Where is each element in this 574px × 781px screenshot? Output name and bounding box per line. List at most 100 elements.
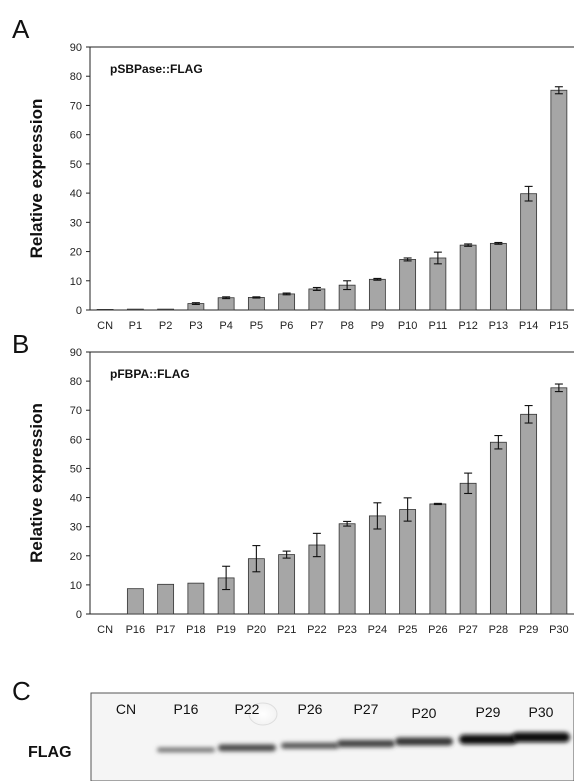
x-tick-label: P14 [519, 320, 539, 332]
blot-band [395, 737, 453, 746]
x-tick-label: P8 [340, 320, 353, 332]
x-tick-label: CN [97, 320, 113, 332]
panel-b-letter: B [12, 329, 29, 359]
x-tick-label: P19 [216, 624, 236, 636]
bar [126, 588, 144, 615]
bar [520, 193, 538, 311]
bar [217, 297, 235, 311]
x-tick-label: P1 [129, 320, 142, 332]
x-tick-label: P29 [519, 624, 539, 636]
bar [550, 387, 568, 615]
western-blot: CN P16 P22 P26 P27 P20 P29 P30 FLAG [28, 692, 574, 781]
x-tick-label: P2 [159, 320, 172, 332]
bar [550, 89, 568, 311]
y-tick-label: 60 [70, 434, 82, 446]
y-tick-label: 70 [70, 405, 82, 417]
x-tick-label: P11 [428, 320, 447, 332]
chart-inset-title: pFBPA::FLAG [110, 367, 190, 381]
y-tick-label: 30 [70, 522, 82, 534]
x-tick-label: P18 [186, 624, 206, 636]
y-tick-label: 40 [70, 188, 82, 200]
bar [429, 503, 447, 615]
x-tick-label: P23 [337, 624, 357, 636]
x-tick-label: P26 [428, 624, 448, 636]
x-tick-label: P27 [458, 624, 478, 636]
blot-lane-label: P20 [412, 705, 437, 721]
blot-band [281, 742, 339, 749]
x-tick-label: P12 [458, 320, 478, 332]
x-tick-label: P22 [307, 624, 327, 636]
y-tick-label: 70 [70, 100, 82, 112]
blot-artifact-spot [248, 702, 278, 726]
x-tick-label: CN [97, 624, 113, 636]
y-tick-label: 50 [70, 159, 82, 171]
x-tick-label: P9 [371, 320, 384, 332]
x-tick-label: P5 [250, 320, 263, 332]
x-tick-label: P28 [489, 624, 509, 636]
x-tick-label: P7 [310, 320, 323, 332]
bar [96, 309, 114, 311]
x-tick-label: P20 [247, 624, 267, 636]
bar [399, 509, 417, 615]
blot-lane-label: CN [116, 701, 136, 717]
bar [489, 242, 507, 311]
blot-lane-label: P26 [298, 701, 323, 717]
chart-inset-title: pSBPase::FLAG [110, 62, 203, 76]
bar [399, 259, 417, 311]
bar [278, 293, 296, 311]
x-tick-label: P3 [189, 320, 202, 332]
x-tick-label: P16 [126, 624, 146, 636]
blot-lane-label: P22 [235, 701, 260, 717]
chart-a: 0 10 20 30 40 50 60 70 80 90 CN P1 P2 P3 P4 P5 P6 P7 P8 P9 P… [27, 42, 574, 332]
blot-bands [157, 732, 570, 753]
y-tick-label: 20 [70, 551, 82, 563]
x-tick-label: P6 [280, 320, 293, 332]
y-axis-title: Relative expression [27, 99, 46, 259]
blot-band [218, 744, 276, 752]
y-tick-label: 50 [70, 463, 82, 475]
y-tick-label: 30 [70, 217, 82, 229]
blot-lane-label: P16 [174, 701, 199, 717]
panel-c-letter: C [12, 676, 31, 706]
x-tick-label: P10 [398, 320, 418, 332]
bar [520, 413, 538, 615]
bar [247, 297, 265, 311]
x-tick-label: P13 [489, 320, 509, 332]
bar [429, 257, 447, 311]
bar [368, 278, 386, 311]
blot-lane-label: P30 [529, 704, 554, 720]
x-tick-label: P21 [277, 624, 297, 636]
blot-band [337, 740, 395, 748]
chart-b: 0 10 20 30 40 50 60 70 80 90 CN P16 P17 P18 P19 P20 P21 P… [27, 347, 574, 636]
blot-band [512, 732, 570, 743]
y-tick-label: 60 [70, 130, 82, 142]
bar [157, 308, 175, 311]
blot-band [459, 734, 517, 745]
x-tick-label: P30 [549, 624, 569, 636]
bar [308, 288, 326, 311]
bar [278, 554, 296, 615]
y-tick-label: 80 [70, 376, 82, 388]
blot-lane-label: P27 [354, 701, 379, 717]
x-tick-label: P15 [549, 320, 569, 332]
y-axis-title: Relative expression [27, 403, 46, 563]
blot-band [157, 747, 215, 753]
x-tick-label: P17 [156, 624, 176, 636]
bar [489, 441, 507, 615]
y-tick-label: 20 [70, 247, 82, 259]
x-tick-label: P4 [219, 320, 232, 332]
bar [368, 515, 386, 615]
blot-lane-label: P29 [476, 704, 501, 720]
panel-a-letter: A [12, 14, 30, 44]
y-tick-label: 0 [76, 305, 82, 317]
bar [338, 523, 356, 615]
y-tick-label: 10 [70, 276, 82, 288]
y-tick-label: 90 [70, 347, 82, 359]
blot-row-label: FLAG [28, 744, 72, 761]
y-tick-label: 0 [76, 609, 82, 621]
bar [187, 582, 205, 615]
x-tick-label: P24 [368, 624, 388, 636]
y-tick-label: 90 [70, 42, 82, 54]
y-tick-label: 40 [70, 493, 82, 505]
